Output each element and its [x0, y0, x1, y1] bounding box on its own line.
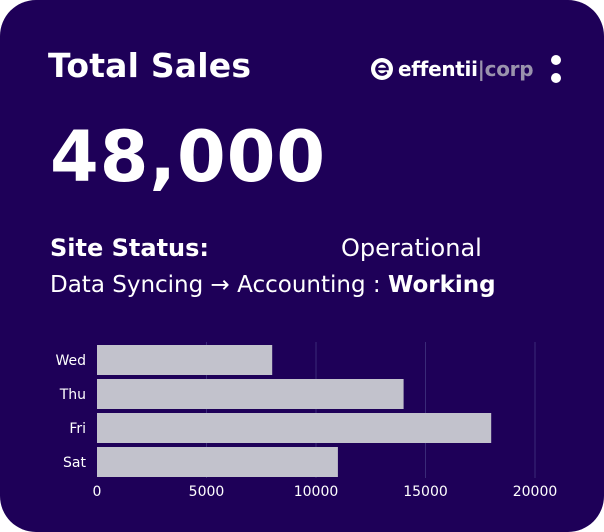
category-label-fri: Fri [69, 421, 86, 437]
category-label-thu: Thu [59, 387, 86, 403]
x-tick-label-20000: 20000 [513, 484, 558, 500]
logo-text-secondary: corp [484, 57, 534, 81]
bar-thu [97, 379, 404, 409]
total-sales-value: 48,000 [50, 116, 327, 198]
logo-text-primary: effentii [398, 57, 478, 81]
card-title: Total Sales [48, 46, 252, 85]
sync-status-text: Data Syncing → Accounting : [50, 272, 381, 298]
site-status-value: Operational [341, 234, 482, 262]
sync-status: Data Syncing → Accounting : Working [50, 272, 496, 298]
bar-wed [97, 345, 273, 375]
x-tick-label-15000: 15000 [403, 484, 448, 500]
site-status-label: Site Status: [50, 234, 210, 262]
logo-divider: | [477, 57, 485, 81]
x-tick-label-10000: 10000 [294, 484, 339, 500]
sync-status-state: Working [387, 272, 496, 298]
bar-sat [97, 447, 338, 477]
category-label-wed: Wed [55, 353, 86, 369]
company-logo: effentii | corp [370, 54, 534, 84]
category-label-sat: Sat [63, 455, 86, 471]
sales-bar-chart: Wed Thu Fri Sat 0 5000 10000 15000 20000 [55, 342, 558, 500]
x-tick-label-0: 0 [93, 484, 102, 500]
logo-mark-icon [371, 58, 393, 80]
more-options-icon[interactable] [550, 55, 562, 85]
bar-fri [97, 413, 492, 443]
x-tick-label-5000: 5000 [189, 484, 225, 500]
